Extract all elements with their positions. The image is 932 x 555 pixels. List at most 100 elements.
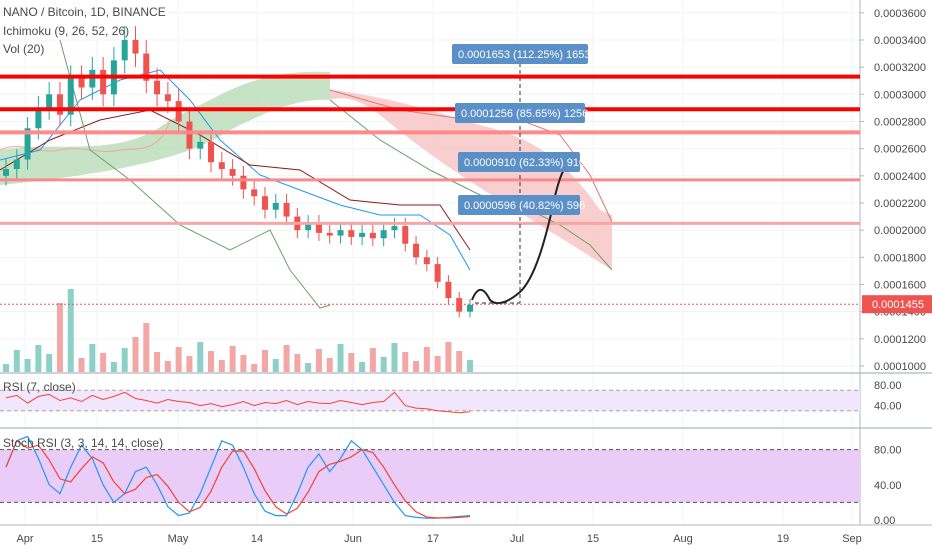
volume-bar: [423, 347, 430, 372]
volume-bar: [445, 342, 452, 372]
volume-bar: [56, 303, 63, 372]
time-tick-0: Apr: [16, 533, 33, 545]
price-tick-2: 0.0003200: [874, 62, 926, 74]
time-tick-9: 19: [777, 533, 789, 545]
volume-bar: [13, 350, 20, 372]
candle-body: [186, 121, 193, 149]
candle-body: [456, 298, 463, 312]
candle-body: [251, 189, 258, 197]
volume-bar: [391, 343, 398, 372]
price-tick-7: 0.0002200: [874, 198, 926, 210]
volume-bar: [121, 348, 128, 372]
time-tick-5: 17: [427, 533, 439, 545]
resistance-lines[interactable]: [0, 74, 860, 305]
candle-body: [3, 169, 9, 176]
price-tick-10: 0.0001600: [874, 279, 926, 291]
time-tick-7: 15: [587, 533, 599, 545]
price-tick-4: 0.0002800: [874, 116, 926, 128]
price-tick-12: 0.0001200: [874, 334, 926, 346]
chikou-line: [59, 39, 331, 309]
volume-bar: [359, 362, 366, 372]
volume-bar: [326, 358, 333, 372]
volume-bar: [456, 351, 463, 372]
stoch-tick-2: 0.00: [874, 515, 895, 527]
cloud-green: [0, 71, 330, 185]
volume-bar: [348, 353, 355, 372]
candle-body: [197, 141, 204, 149]
projection-drawing[interactable]: 0.0001653 (112.25%) 1653 0.0001256 (85.65…: [452, 44, 591, 305]
volume-bar: [218, 360, 225, 372]
rsi-tick-1: 40.00: [874, 401, 902, 413]
candle-body: [121, 39, 128, 61]
time-tick-1: 15: [91, 533, 103, 545]
rsi-pane: [0, 389, 860, 414]
candle-body: [35, 107, 42, 129]
volume-bars: [3, 289, 473, 372]
price-tick-6: 0.0002400: [874, 171, 926, 183]
volume-bar: [24, 359, 31, 372]
annotation-box: [458, 195, 580, 215]
rsi-title: RSI (7, close): [3, 380, 76, 394]
annotation-text: 0.0000596 (40.82%) 596: [464, 200, 585, 212]
volume-bar: [315, 349, 322, 372]
annotation-label-1: 0.0001256 (85.65%) 1256: [455, 103, 588, 123]
volume-bar: [208, 351, 215, 372]
candle-body: [359, 232, 366, 237]
volume-bar: [380, 357, 387, 372]
candle-body: [369, 232, 376, 239]
stoch-band: [0, 449, 860, 503]
volume-bar: [132, 337, 139, 372]
annotation-label-0: 0.0001653 (112.25%) 1653: [452, 44, 591, 64]
volume-bar: [294, 354, 301, 372]
price-tick-3: 0.0003000: [874, 89, 926, 101]
candle-body: [24, 128, 31, 160]
candle-body: [164, 94, 171, 102]
candle-body: [78, 78, 85, 88]
candle-body: [402, 226, 409, 244]
rsi-line: [5, 391, 471, 414]
volume-bar: [186, 356, 193, 372]
candle-body: [380, 230, 387, 239]
candle-body: [467, 304, 473, 312]
annotation-text: 0.0001256 (85.65%) 1256: [461, 108, 588, 120]
time-tick-4: Jun: [344, 533, 362, 545]
annotation-label-2: 0.0000910 (62.33%) 910: [458, 152, 585, 172]
volume-bar: [305, 363, 312, 372]
annotation-box: [455, 103, 585, 123]
candle-body: [434, 264, 441, 282]
candle-body: [208, 141, 215, 163]
volume-bar: [67, 289, 74, 372]
price-tick-8: 0.0002000: [874, 225, 926, 237]
rsi-band: [0, 390, 860, 411]
volume-bar: [240, 355, 247, 372]
candle-body: [100, 69, 107, 95]
candle-body: [348, 230, 355, 237]
annotation-box: [458, 152, 580, 172]
candle-body: [89, 69, 96, 88]
candle-body: [175, 101, 182, 122]
volume-bar: [272, 359, 279, 372]
stoch-title: Stoch RSI (3, 3, 14, 14, close): [3, 436, 164, 450]
candle-body: [132, 39, 139, 54]
candle-body: [445, 281, 452, 299]
volume-bar: [154, 352, 161, 372]
stoch-rsi-pane: [0, 435, 860, 519]
candle-body: [218, 162, 225, 170]
price-tick-0: 0.0003600: [874, 8, 926, 20]
stoch-k-line: [5, 435, 471, 519]
candle-body: [413, 243, 420, 258]
stoch-tick-1: 40.00: [874, 480, 902, 492]
tenkan-line: [0, 69, 471, 271]
volume-bar: [402, 352, 409, 372]
candle-body: [283, 202, 290, 217]
price-tick-5: 0.0002600: [874, 144, 926, 156]
candle-body: [229, 169, 236, 176]
rsi-tick-0: 80.00: [874, 380, 902, 392]
candle-body: [391, 226, 398, 231]
volume-bar: [78, 358, 85, 372]
time-tick-8: Aug: [673, 533, 693, 545]
volume-bar: [46, 354, 53, 372]
volume-bar: [251, 364, 258, 372]
